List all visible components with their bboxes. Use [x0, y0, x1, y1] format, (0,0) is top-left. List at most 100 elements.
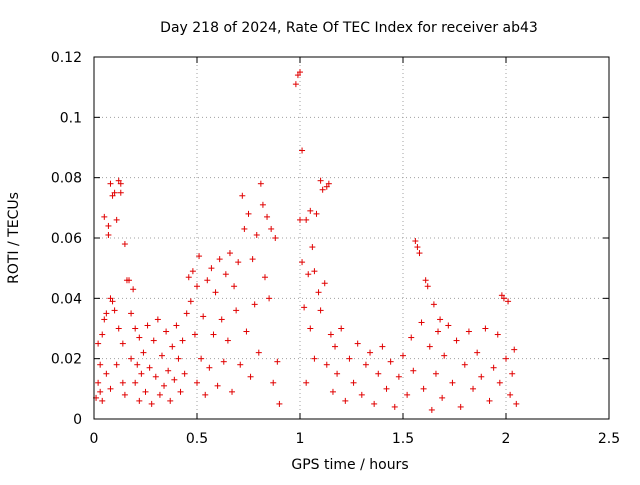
data-point: [161, 382, 168, 389]
data-point: [367, 349, 374, 356]
data-point: [511, 346, 518, 353]
data-point: [247, 373, 254, 380]
data-point: [350, 379, 357, 386]
data-point: [253, 231, 260, 238]
data-point: [435, 328, 442, 335]
data-point: [158, 352, 165, 359]
data-point: [103, 310, 110, 317]
data-point: [105, 231, 112, 238]
data-point: [111, 189, 118, 196]
data-point: [309, 244, 316, 251]
data-point: [297, 216, 303, 223]
data-point: [299, 259, 306, 266]
data-point: [101, 316, 108, 323]
data-point: [121, 391, 128, 398]
data-point: [165, 367, 172, 374]
data-point: [196, 253, 203, 260]
data-point: [507, 391, 514, 398]
data-point: [315, 289, 322, 296]
data-point: [478, 373, 485, 380]
data-point: [498, 292, 505, 299]
data-point: [97, 361, 104, 368]
data-point: [329, 388, 336, 395]
data-point: [457, 403, 464, 410]
data-point: [428, 406, 435, 413]
y-tick-label: 0: [73, 412, 82, 428]
data-point: [132, 379, 139, 386]
data-point: [334, 370, 341, 377]
data-point: [187, 298, 194, 305]
data-point: [264, 213, 271, 220]
data-points: [93, 69, 520, 413]
data-point: [276, 400, 283, 407]
data-point: [175, 355, 182, 362]
data-point: [245, 210, 252, 217]
data-point: [109, 298, 116, 305]
data-point: [115, 177, 122, 184]
data-point: [437, 316, 444, 323]
data-point: [268, 225, 275, 232]
data-point: [311, 268, 318, 275]
data-point: [354, 340, 361, 347]
data-point: [128, 355, 135, 362]
data-point: [214, 382, 221, 389]
data-point: [494, 331, 501, 338]
grid-layer: [94, 57, 609, 419]
data-point: [422, 277, 429, 284]
data-point: [226, 250, 233, 257]
data-point: [204, 277, 211, 284]
y-tick-label: 0.12: [51, 50, 82, 66]
data-point: [239, 192, 246, 199]
data-point: [136, 334, 143, 341]
data-point: [237, 361, 244, 368]
data-point: [138, 370, 145, 377]
data-point: [325, 180, 332, 187]
data-point: [163, 328, 170, 335]
data-point: [95, 379, 102, 386]
chart-title: Day 218 of 2024, Rate Of TEC Index for r…: [160, 20, 538, 36]
y-tick-label: 0.08: [51, 171, 82, 187]
data-point: [449, 379, 456, 386]
data-point: [109, 192, 116, 199]
data-point: [387, 358, 394, 365]
data-point: [191, 331, 198, 338]
data-point: [152, 373, 159, 380]
x-tick-label: 0: [90, 431, 99, 447]
data-point: [503, 355, 509, 362]
data-point: [432, 370, 439, 377]
y-tick-label: 0.02: [51, 352, 82, 368]
data-point: [482, 325, 489, 332]
data-point: [179, 337, 186, 344]
data-point: [189, 268, 196, 275]
data-point: [301, 304, 308, 311]
data-point: [194, 283, 200, 290]
data-point: [134, 361, 141, 368]
data-point: [128, 310, 135, 317]
data-point: [206, 364, 213, 371]
data-point: [294, 72, 301, 79]
data-point: [371, 400, 378, 407]
data-point: [241, 225, 248, 232]
data-point: [126, 277, 133, 284]
data-point: [169, 343, 176, 350]
data-point: [426, 343, 433, 350]
data-point: [307, 207, 314, 214]
data-point: [194, 379, 200, 386]
data-point: [303, 379, 310, 386]
data-point: [307, 325, 314, 332]
data-point: [224, 337, 231, 344]
y-tick-label: 0.06: [51, 231, 82, 247]
y-tick-label: 0.04: [51, 291, 82, 307]
data-point: [292, 81, 299, 88]
data-point: [430, 301, 437, 308]
x-axis-label: GPS time / hours: [291, 457, 408, 473]
data-point: [198, 355, 205, 362]
data-point: [321, 280, 328, 287]
data-point: [140, 349, 147, 356]
data-point: [101, 213, 108, 220]
data-point: [474, 349, 481, 356]
data-point: [119, 379, 126, 386]
data-point: [272, 235, 279, 241]
data-point: [513, 400, 520, 407]
